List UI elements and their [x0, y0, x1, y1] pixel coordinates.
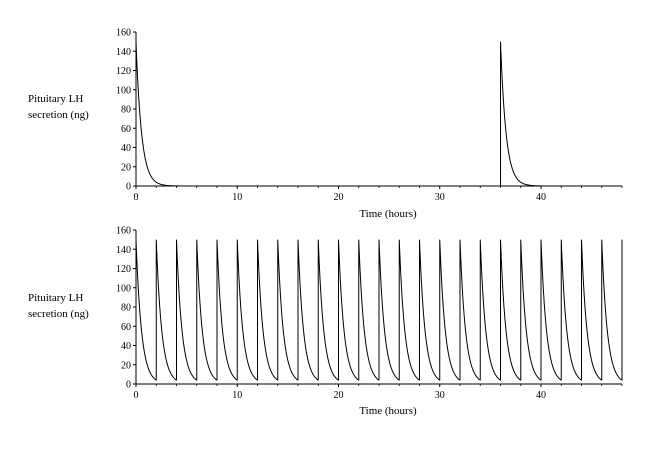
y-tick-label: 80: [121, 105, 131, 116]
y-tick-label: 40: [121, 143, 131, 154]
ylabel-line-2: secretion (ng): [28, 109, 89, 121]
x-tick-label: 30: [435, 192, 445, 203]
y-tick-label: 40: [121, 341, 131, 352]
y-tick-label: 60: [121, 124, 131, 135]
x-tick-label: 0: [134, 390, 139, 401]
x-tick-label: 20: [334, 192, 344, 203]
y-tick-label: 120: [116, 66, 131, 77]
y-tick-label: 120: [116, 264, 131, 275]
xlabel: Time (hours): [359, 405, 417, 417]
x-tick-label: 20: [334, 390, 344, 401]
x-tick-label: 40: [536, 390, 546, 401]
x-tick-label: 0: [134, 192, 139, 203]
x-tick-label: 40: [536, 192, 546, 203]
chart-top: Pituitary LH secretion (ng) Time (hours)…: [28, 28, 623, 220]
y-tick-label: 160: [116, 28, 131, 39]
chart-bottom: Pituitary LH secretion (ng) Time (hours)…: [28, 226, 623, 417]
x-tick-label: 30: [435, 390, 445, 401]
y-tick-label: 140: [116, 47, 131, 58]
x-tick-label: 10: [232, 192, 242, 203]
y-tick-label: 160: [116, 226, 131, 237]
y-tick-label: 0: [126, 380, 131, 391]
y-tick-label: 100: [116, 85, 131, 96]
series-line: [135, 239, 623, 381]
y-tick-label: 20: [121, 360, 131, 371]
ylabel-line-1: Pituitary LH: [28, 292, 83, 304]
xlabel: Time (hours): [359, 208, 417, 220]
y-tick-label: 60: [121, 322, 131, 333]
ylabel-line-1: Pituitary LH: [28, 93, 83, 105]
y-tick-label: 100: [116, 283, 131, 294]
series-line: [135, 41, 622, 187]
y-tick-label: 80: [121, 303, 131, 314]
y-tick-label: 0: [126, 182, 131, 193]
x-tick-label: 10: [232, 390, 242, 401]
ylabel-line-2: secretion (ng): [28, 308, 89, 320]
y-tick-label: 140: [116, 245, 131, 256]
y-tick-label: 20: [121, 162, 131, 173]
